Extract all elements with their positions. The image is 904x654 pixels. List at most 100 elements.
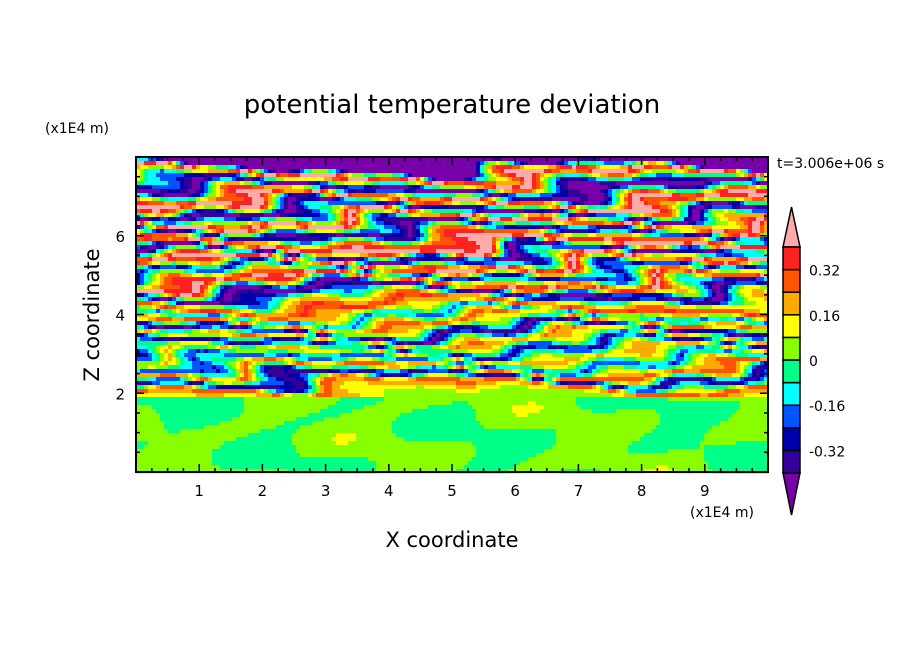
field-cell xyxy=(300,393,305,398)
field-cell xyxy=(292,409,297,414)
field-cell xyxy=(256,297,261,302)
field-cell xyxy=(172,401,177,406)
field-cell xyxy=(376,429,381,434)
field-cell xyxy=(200,329,205,334)
field-cell xyxy=(172,321,177,326)
field-cell xyxy=(360,429,365,434)
field-cell xyxy=(376,325,381,330)
field-cell xyxy=(160,317,165,322)
field-cell xyxy=(376,461,381,466)
field-cell xyxy=(136,209,141,214)
field-cell xyxy=(208,457,213,462)
field-cell xyxy=(180,165,185,170)
field-cell xyxy=(276,161,281,166)
field-cell xyxy=(292,449,297,454)
field-cell xyxy=(348,465,353,470)
field-cell xyxy=(348,169,353,174)
field-cell xyxy=(240,289,245,294)
field-cell xyxy=(320,313,325,318)
field-cell xyxy=(380,281,385,286)
field-cell xyxy=(252,225,257,230)
field-cell xyxy=(168,233,173,238)
field-cell xyxy=(208,169,213,174)
field-cell xyxy=(240,357,245,362)
field-cell xyxy=(352,461,357,466)
field-cell xyxy=(204,341,209,346)
field-cell xyxy=(176,273,181,278)
field-cell xyxy=(148,385,153,390)
field-cell xyxy=(300,369,305,374)
field-cell xyxy=(176,433,181,438)
field-cell xyxy=(272,269,277,274)
field-cell xyxy=(152,325,157,330)
field-cell xyxy=(316,289,321,294)
field-cell xyxy=(272,229,277,234)
field-cell xyxy=(384,169,389,174)
field-cell xyxy=(196,429,201,434)
field-cell xyxy=(212,465,217,470)
field-cell xyxy=(384,333,389,338)
field-cell xyxy=(368,253,373,258)
field-cell xyxy=(248,345,253,350)
field-cell xyxy=(232,265,237,270)
field-cell xyxy=(200,161,205,166)
field-cell xyxy=(356,177,361,182)
field-cell xyxy=(344,301,349,306)
field-cell xyxy=(376,193,381,198)
field-cell xyxy=(288,353,293,358)
field-cell xyxy=(240,241,245,246)
field-cell xyxy=(368,177,373,182)
field-cell xyxy=(160,309,165,314)
field-cell xyxy=(216,217,221,222)
field-cell xyxy=(204,437,209,442)
field-cell xyxy=(216,213,221,218)
field-cell xyxy=(172,329,177,334)
field-cell xyxy=(276,197,281,202)
field-cell xyxy=(220,281,225,286)
field-cell xyxy=(144,237,149,242)
field-cell xyxy=(288,457,293,462)
field-cell xyxy=(184,193,189,198)
field-cell xyxy=(288,213,293,218)
field-cell xyxy=(220,417,225,422)
field-cell xyxy=(188,229,193,234)
field-cell xyxy=(368,281,373,286)
field-cell xyxy=(360,297,365,302)
field-cell xyxy=(324,421,329,426)
field-cell xyxy=(264,265,269,270)
field-cell xyxy=(200,429,205,434)
field-cell xyxy=(136,405,141,410)
field-cell xyxy=(168,157,173,162)
field-cell xyxy=(284,393,289,398)
field-cell xyxy=(136,317,141,322)
field-cell xyxy=(164,285,169,290)
field-cell xyxy=(268,349,273,354)
field-cell xyxy=(168,429,173,434)
field-cell xyxy=(196,333,201,338)
field-cell xyxy=(320,329,325,334)
field-cell xyxy=(180,217,185,222)
field-cell xyxy=(296,381,301,386)
field-cell xyxy=(224,201,229,206)
field-cell xyxy=(368,385,373,390)
field-cell xyxy=(204,425,209,430)
field-cell xyxy=(248,229,253,234)
field-cell xyxy=(340,161,345,166)
field-cell xyxy=(184,357,189,362)
field-cell xyxy=(164,433,169,438)
field-cell xyxy=(148,277,153,282)
field-cell xyxy=(236,345,241,350)
field-cell xyxy=(340,237,345,242)
field-cell xyxy=(300,437,305,442)
field-cell xyxy=(192,241,197,246)
field-cell xyxy=(372,441,377,446)
field-cell xyxy=(376,161,381,166)
field-cell xyxy=(236,421,241,426)
field-cell xyxy=(204,249,209,254)
field-cell xyxy=(296,317,301,322)
field-cell xyxy=(148,169,153,174)
field-cell xyxy=(220,157,225,162)
field-cell xyxy=(324,321,329,326)
field-cell xyxy=(308,193,313,198)
field-cell xyxy=(296,241,301,246)
